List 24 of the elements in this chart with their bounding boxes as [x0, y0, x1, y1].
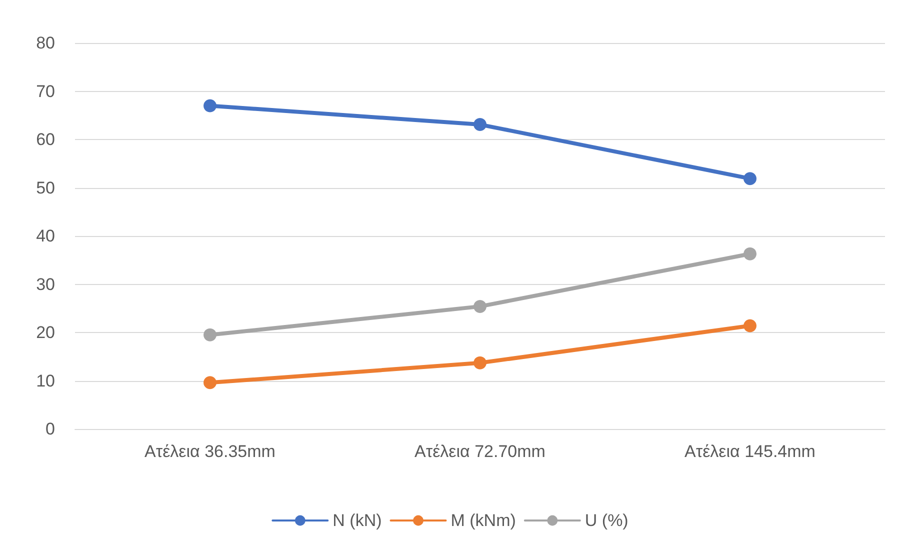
y-tick-label: 0: [46, 420, 55, 438]
y-tick-label: 70: [36, 82, 55, 101]
x-tick-label: Ατέλεια 145.4mm: [684, 442, 816, 461]
point: [474, 118, 486, 132]
point: [744, 247, 756, 260]
y-tick-label: 10: [36, 371, 55, 390]
point: [744, 172, 756, 186]
legend-label: M (kNm): [450, 511, 516, 530]
y-tick-label: 20: [36, 323, 55, 342]
y-tick-label: 40: [36, 226, 55, 246]
point: [474, 356, 486, 370]
y-tick-label: 60: [36, 130, 55, 149]
x-tick-label: Ατέλεια 36.35mm: [144, 442, 276, 461]
point: [204, 376, 216, 390]
y-tick-label: 80: [36, 34, 55, 52]
point: [204, 328, 216, 342]
legend-label: U (%): [584, 511, 628, 530]
y-tick-label: 50: [36, 178, 55, 198]
y-tick-label: 30: [36, 274, 55, 294]
x-tick-label: Ατέλεια 72.70mm: [414, 442, 546, 461]
legend-label: N (kN): [332, 511, 382, 530]
point: [744, 319, 756, 332]
point: [204, 99, 216, 112]
point: [474, 300, 486, 313]
